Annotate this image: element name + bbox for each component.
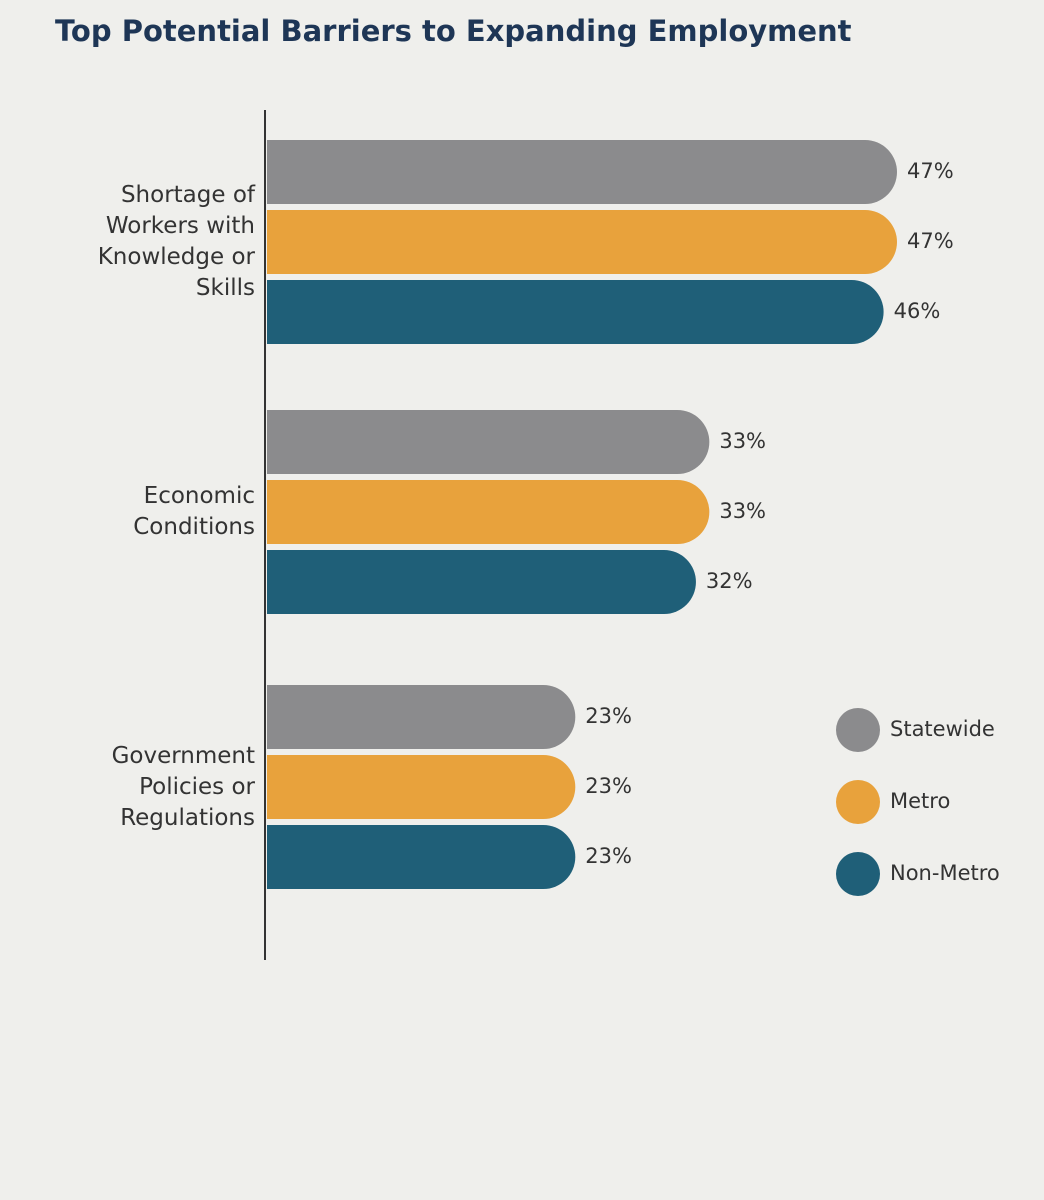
legend-marker (836, 852, 880, 896)
bar (267, 210, 897, 274)
value-label: 47% (907, 159, 954, 183)
value-label: 46% (894, 299, 941, 323)
bar (267, 140, 897, 204)
value-label: 23% (585, 704, 632, 728)
legend-marker (836, 780, 880, 824)
bar (267, 755, 576, 819)
bar (267, 550, 696, 614)
bar (267, 825, 576, 889)
value-label: 33% (719, 499, 766, 523)
legend-label: Statewide (890, 717, 995, 741)
value-label: 23% (585, 774, 632, 798)
chart-title: Top Potential Barriers to Expanding Empl… (55, 14, 852, 48)
legend-label: Non-Metro (890, 861, 1000, 885)
value-label: 33% (719, 429, 766, 453)
bar (267, 685, 576, 749)
bar (267, 480, 710, 544)
value-label: 23% (585, 844, 632, 868)
category-label: Economic Conditions (133, 483, 255, 540)
legend-marker (836, 708, 880, 752)
bar (267, 280, 884, 344)
category-label: Shortage of Workers with Knowledge or Sk… (97, 182, 255, 301)
category-label: Government Policies or Regulations (111, 742, 255, 831)
legend-label: Metro (890, 789, 950, 813)
value-label: 32% (706, 569, 753, 593)
bar (267, 410, 710, 474)
value-label: 47% (907, 229, 954, 253)
